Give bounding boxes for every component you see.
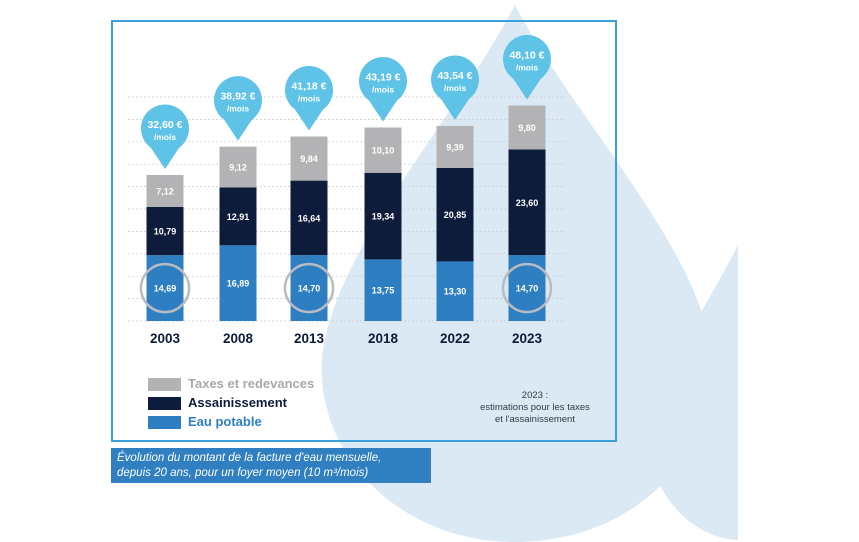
caption-line-1: Évolution du montant de la facture d'eau… — [117, 452, 382, 464]
total-pin-2022 — [431, 55, 479, 120]
note-line-1: 2023 : — [521, 390, 549, 401]
total-value-2018: 43,19 € — [365, 72, 400, 84]
x-tick-label-2003: 2003 — [150, 331, 181, 346]
bar-segment-2003-2 — [146, 174, 184, 207]
total-unit-2013: /mois — [298, 94, 320, 104]
data-label-2022-2: 9,39 — [446, 142, 464, 152]
total-pin-2003 — [141, 104, 190, 169]
data-label-2022-0: 13,30 — [444, 287, 467, 297]
caption-line-2: depuis 20 ans, pour un foyer moyen (10 m… — [117, 467, 369, 479]
total-unit-2003: /mois — [154, 132, 176, 142]
data-label-2013-2: 9,84 — [300, 154, 318, 164]
bar-segment-2003-1 — [146, 206, 184, 256]
estimation-note: 2023 : estimations pour les taxes et l'a… — [455, 390, 615, 426]
total-unit-2023: /mois — [516, 63, 538, 73]
chart-frame — [111, 20, 617, 442]
legend-label-assainissement: Assainissement — [188, 395, 287, 410]
bar-segment-2022-1 — [436, 168, 474, 262]
x-tick-label-2008: 2008 — [223, 331, 254, 346]
bar-segment-2008-1 — [219, 187, 257, 246]
bar-segment-2018-0 — [364, 259, 402, 321]
total-value-2022: 43,54 € — [437, 70, 472, 82]
legend-label-eau-potable: Eau potable — [188, 414, 262, 429]
x-tick-label-2018: 2018 — [368, 331, 399, 346]
bar-segment-2018-1 — [364, 172, 402, 260]
legend-swatch-assainissement — [148, 397, 181, 411]
bar-segment-2013-1 — [290, 180, 328, 256]
bar-segment-2008-0 — [219, 245, 257, 321]
data-label-2013-0: 14,70 — [298, 284, 321, 294]
total-pin-2008 — [214, 76, 262, 141]
data-label-2018-2: 10,10 — [372, 146, 395, 156]
bar-segment-2013-2 — [290, 136, 328, 181]
x-tick-label-2013: 2013 — [294, 331, 325, 346]
legend-item-assainissement: Assainissement — [148, 395, 287, 411]
note-line-2: estimations pour les taxes — [480, 402, 590, 413]
highlight-circle-2013 — [283, 262, 335, 314]
total-pin-2013 — [285, 66, 333, 131]
bar-segment-2022-0 — [436, 261, 474, 321]
total-value-2003: 32,60 € — [147, 119, 182, 131]
legend-swatch-eau-potable — [148, 416, 181, 430]
x-tick-label-2022: 2022 — [440, 331, 470, 346]
data-label-2018-0: 13,75 — [372, 286, 395, 296]
data-label-2008-2: 9,12 — [229, 163, 247, 173]
bar-segment-2008-2 — [219, 146, 257, 188]
small-water-drop-shape — [649, 245, 738, 540]
data-label-2013-1: 16,64 — [298, 213, 321, 223]
legend-item-eau-potable: Eau potable — [148, 414, 262, 430]
data-label-2018-1: 19,34 — [372, 212, 395, 222]
total-value-2008: 38,92 € — [220, 91, 255, 103]
total-unit-2008: /mois — [227, 104, 249, 114]
bar-segment-2023-1 — [508, 149, 546, 256]
total-pin-2018 — [359, 57, 408, 122]
x-tick-label-2023: 2023 — [512, 331, 543, 346]
total-value-2013: 41,18 € — [291, 81, 326, 93]
legend-swatch-taxes — [148, 378, 181, 392]
highlight-circle-2023 — [501, 262, 553, 314]
data-label-2023-0: 14,70 — [516, 284, 539, 294]
note-line-3: et l'assainissement — [495, 414, 575, 425]
total-value-2023: 48,10 € — [509, 50, 544, 62]
highlight-circle-2003 — [139, 262, 191, 314]
legend-item-taxes: Taxes et redevances — [148, 376, 314, 392]
data-label-2003-0: 14,69 — [154, 284, 177, 294]
data-label-2003-1: 10,79 — [154, 227, 177, 237]
data-label-2023-1: 23,60 — [516, 198, 539, 208]
data-label-2023-2: 9,80 — [518, 123, 536, 133]
bar-segment-2022-2 — [436, 125, 474, 169]
total-unit-2022: /mois — [444, 83, 466, 93]
total-unit-2018: /mois — [372, 85, 394, 95]
bar-segment-2023-2 — [508, 105, 546, 150]
chart-caption: Évolution du montant de la facture d'eau… — [111, 448, 431, 483]
total-pin-2023 — [503, 35, 552, 100]
data-label-2003-2: 7,12 — [156, 186, 174, 196]
data-label-2008-0: 16,89 — [227, 279, 250, 289]
data-label-2022-1: 20,85 — [444, 210, 467, 220]
data-label-2008-1: 12,91 — [227, 212, 250, 222]
legend-label-taxes: Taxes et redevances — [188, 376, 315, 391]
bar-segment-2018-2 — [364, 127, 402, 173]
